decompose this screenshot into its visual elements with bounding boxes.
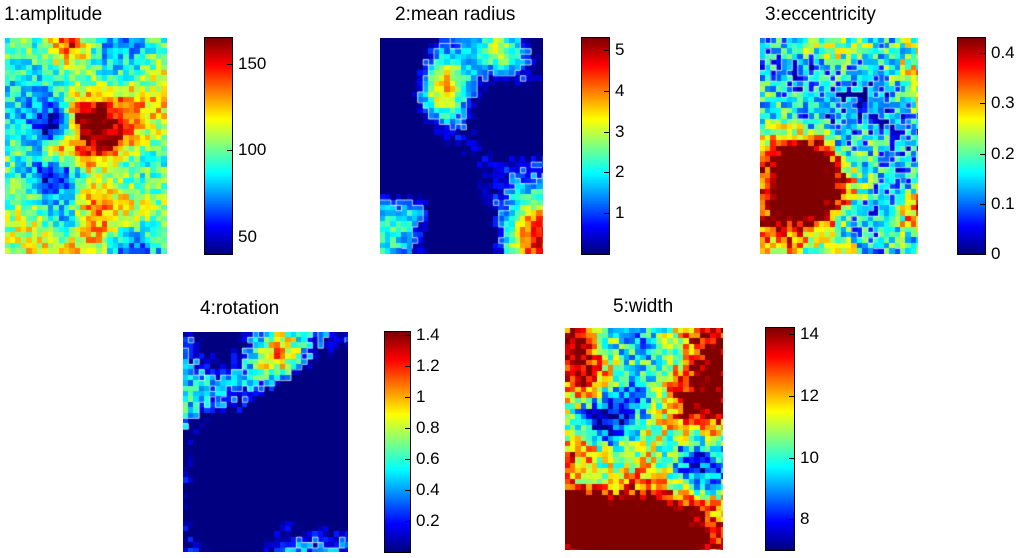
colorbar-tick-mark <box>405 490 410 491</box>
colorbar-tick-label: 0.4 <box>991 43 1015 63</box>
panel-title-eccentricity: 3:eccentricity <box>765 4 876 25</box>
panel-title-mean-radius: 2:mean radius <box>395 4 516 25</box>
colorbar-tick-mark <box>789 334 794 335</box>
colorbar-tick-mark <box>604 50 609 51</box>
colorbar-tick-label: 0 <box>991 244 1001 263</box>
colorbar-tick-mark <box>789 458 794 459</box>
colorbar-tick-label: 1.2 <box>416 356 440 376</box>
colorbar-tick-mark <box>604 172 609 173</box>
panel-title-amplitude: 1:amplitude <box>4 4 103 25</box>
colorbar-tick-mark <box>227 150 232 151</box>
colorbar-tick-label: 100 <box>238 140 267 160</box>
colorbar-tick-label: 3 <box>615 121 625 141</box>
colorbar-tick-mark <box>405 335 410 336</box>
colorbar-tick-label: 14 <box>800 324 819 344</box>
colorbar-tick-mark <box>789 519 794 520</box>
colorbar-tick-label: 2 <box>615 162 625 182</box>
colorbar-tick-label: 0.2 <box>416 511 440 530</box>
colorbar-tick-label: 0.8 <box>416 418 440 438</box>
colorbar-eccentricity <box>957 37 986 255</box>
colorbar-tick-label: 1 <box>416 387 426 407</box>
colorbar-tick-mark <box>980 254 985 255</box>
heatmap-amplitude <box>5 38 167 254</box>
colorbar-tick-mark <box>980 103 985 104</box>
heatmap-width <box>565 328 723 550</box>
colorbar-width <box>765 327 795 551</box>
heatmap-eccentricity <box>760 38 918 254</box>
colorbar-tick-mark <box>604 213 609 214</box>
colorbar-tick-mark <box>227 237 232 238</box>
colorbar-tick-label: 1.4 <box>416 325 440 345</box>
colorbar-tick-label: 50 <box>238 226 257 246</box>
colorbar-mean-radius <box>581 37 610 255</box>
colorbar-amplitude <box>204 37 233 255</box>
colorbar-tick-label: 150 <box>238 53 267 73</box>
panel-title-rotation: 4:rotation <box>200 298 280 319</box>
colorbar-tick-label: 5 <box>615 40 625 60</box>
colorbar-tick-mark <box>980 204 985 205</box>
colorbar-tick-label: 4 <box>615 80 625 100</box>
colorbar-tick-mark <box>405 366 410 367</box>
colorbar-tick-mark <box>604 91 609 92</box>
colorbar-tick-mark <box>405 397 410 398</box>
colorbar-tick-mark <box>227 64 232 65</box>
heatmap-rotation <box>183 332 348 552</box>
colorbar-tick-label: 12 <box>800 385 819 405</box>
colorbar-tick-label: 0.6 <box>416 449 440 469</box>
colorbar-rotation <box>384 331 411 553</box>
colorbar-tick-label: 1 <box>615 203 625 223</box>
colorbar-tick-mark <box>405 521 410 522</box>
colorbar-tick-label: 0.1 <box>991 193 1015 213</box>
heatmap-mean-radius <box>380 38 543 254</box>
colorbar-tick-mark <box>405 459 410 460</box>
colorbar-tick-label: 8 <box>800 509 810 529</box>
colorbar-tick-label: 10 <box>800 447 819 467</box>
colorbar-tick-label: 0.4 <box>416 480 440 500</box>
colorbar-tick-mark <box>789 396 794 397</box>
colorbar-tick-mark <box>405 428 410 429</box>
colorbar-tick-label: 0.2 <box>991 143 1015 163</box>
colorbar-tick-mark <box>980 53 985 54</box>
colorbar-tick-mark <box>604 132 609 133</box>
colorbar-tick-label: 0.3 <box>991 93 1015 113</box>
panel-title-width: 5:width <box>613 296 674 317</box>
colorbar-tick-mark <box>980 154 985 155</box>
